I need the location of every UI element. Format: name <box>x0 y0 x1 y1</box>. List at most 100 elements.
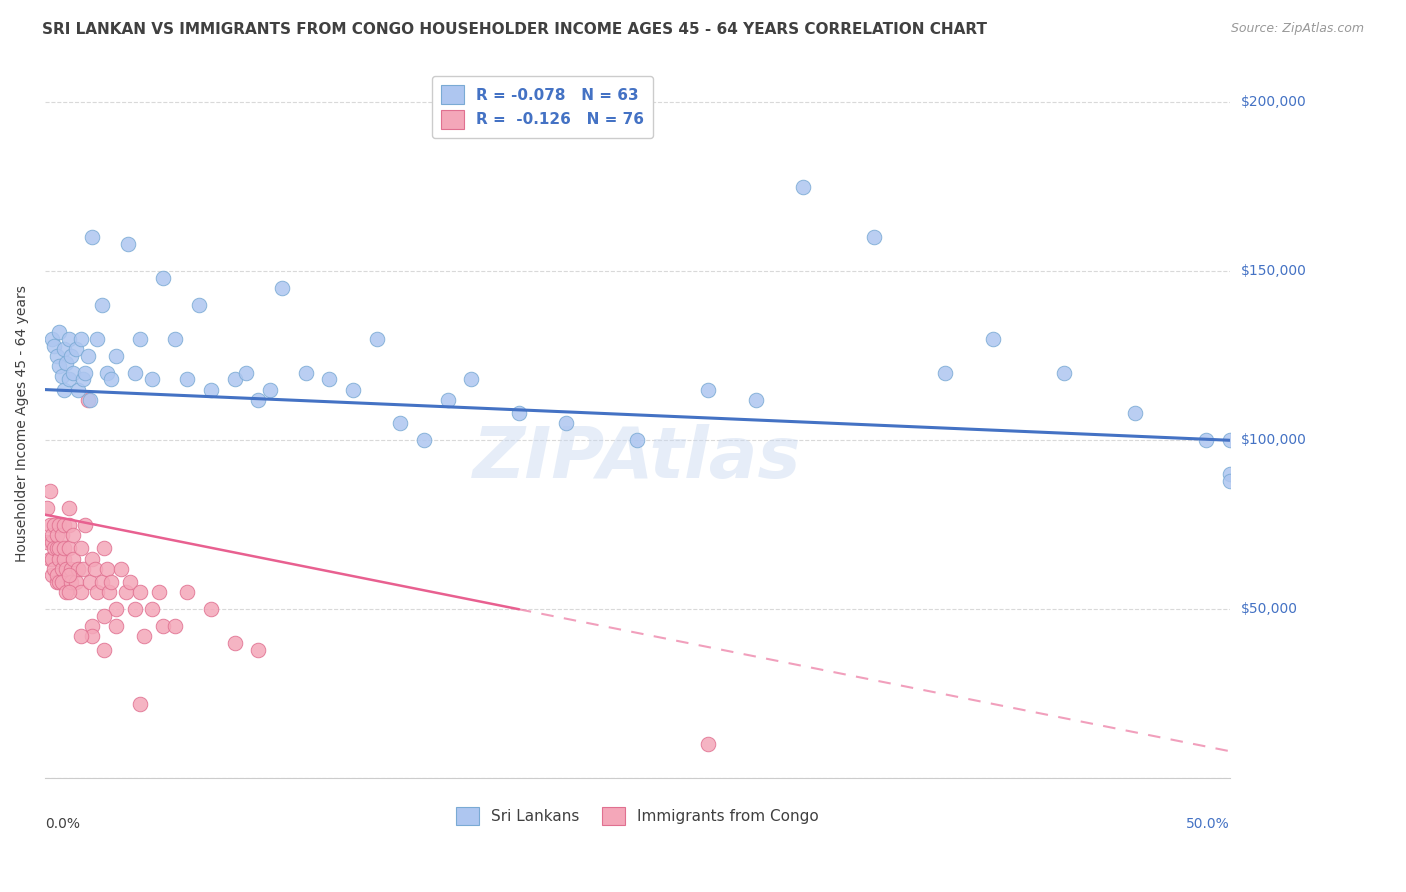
Point <box>48 575 70 590</box>
Point <box>342 383 364 397</box>
Point <box>48 325 70 339</box>
Point <box>1219 467 1241 481</box>
Point <box>1219 474 1241 488</box>
Point <box>44 562 66 576</box>
Point <box>152 619 174 633</box>
Text: 0.0%: 0.0% <box>45 817 80 831</box>
Point <box>96 366 118 380</box>
Point <box>247 392 270 407</box>
Point <box>105 602 128 616</box>
Point <box>1195 434 1218 448</box>
Point <box>82 551 104 566</box>
Point <box>51 528 73 542</box>
Point <box>141 372 163 386</box>
Point <box>97 585 120 599</box>
Point <box>745 392 768 407</box>
Point <box>508 406 530 420</box>
Point <box>294 366 316 380</box>
Point <box>100 372 122 386</box>
Point <box>55 562 77 576</box>
Point <box>93 642 115 657</box>
Point <box>69 332 91 346</box>
Point <box>366 332 388 346</box>
Point <box>247 642 270 657</box>
Point <box>626 434 648 448</box>
Text: $100,000: $100,000 <box>1240 434 1306 447</box>
Point <box>41 534 63 549</box>
Point <box>100 575 122 590</box>
Point <box>60 575 83 590</box>
Point <box>41 551 63 566</box>
Point <box>128 585 150 599</box>
Point <box>141 602 163 616</box>
Point <box>90 298 112 312</box>
Point <box>134 629 156 643</box>
Point <box>124 602 146 616</box>
Point <box>697 383 720 397</box>
Point <box>44 517 66 532</box>
Point <box>93 541 115 556</box>
Point <box>58 585 80 599</box>
Point <box>41 332 63 346</box>
Point <box>79 392 101 407</box>
Point <box>72 562 94 576</box>
Point <box>128 697 150 711</box>
Text: 50.0%: 50.0% <box>1185 817 1230 831</box>
Point <box>96 562 118 576</box>
Point <box>75 517 97 532</box>
Point <box>38 483 60 498</box>
Point <box>58 517 80 532</box>
Point <box>165 619 187 633</box>
Point <box>124 366 146 380</box>
Point <box>51 369 73 384</box>
Point <box>981 332 1004 346</box>
Point <box>60 349 83 363</box>
Point <box>318 372 340 386</box>
Point <box>105 349 128 363</box>
Point <box>176 585 198 599</box>
Point <box>72 372 94 386</box>
Point <box>41 568 63 582</box>
Point <box>45 528 67 542</box>
Point <box>1053 366 1076 380</box>
Point <box>82 619 104 633</box>
Point <box>105 619 128 633</box>
Point <box>41 528 63 542</box>
Point <box>165 332 187 346</box>
Point <box>117 237 139 252</box>
Point <box>1219 434 1241 448</box>
Point <box>58 541 80 556</box>
Point <box>45 575 67 590</box>
Point <box>52 541 75 556</box>
Point <box>235 366 257 380</box>
Point <box>62 366 84 380</box>
Point <box>152 271 174 285</box>
Text: SRI LANKAN VS IMMIGRANTS FROM CONGO HOUSEHOLDER INCOME AGES 45 - 64 YEARS CORREL: SRI LANKAN VS IMMIGRANTS FROM CONGO HOUS… <box>42 22 987 37</box>
Point <box>38 551 60 566</box>
Point <box>48 517 70 532</box>
Point <box>58 372 80 386</box>
Point <box>62 551 84 566</box>
Point <box>460 372 482 386</box>
Point <box>120 575 142 590</box>
Point <box>200 383 222 397</box>
Point <box>48 551 70 566</box>
Point <box>48 541 70 556</box>
Point <box>38 517 60 532</box>
Point <box>224 372 246 386</box>
Point <box>65 575 87 590</box>
Point <box>44 338 66 352</box>
Legend: Sri Lankans, Immigrants from Congo: Sri Lankans, Immigrants from Congo <box>447 797 828 834</box>
Text: $200,000: $200,000 <box>1240 95 1306 110</box>
Point <box>188 298 211 312</box>
Point <box>58 500 80 515</box>
Point <box>863 230 886 244</box>
Point <box>51 562 73 576</box>
Point <box>52 551 75 566</box>
Point <box>82 629 104 643</box>
Point <box>55 355 77 369</box>
Point <box>62 528 84 542</box>
Point <box>200 602 222 616</box>
Point <box>75 366 97 380</box>
Point <box>37 534 59 549</box>
